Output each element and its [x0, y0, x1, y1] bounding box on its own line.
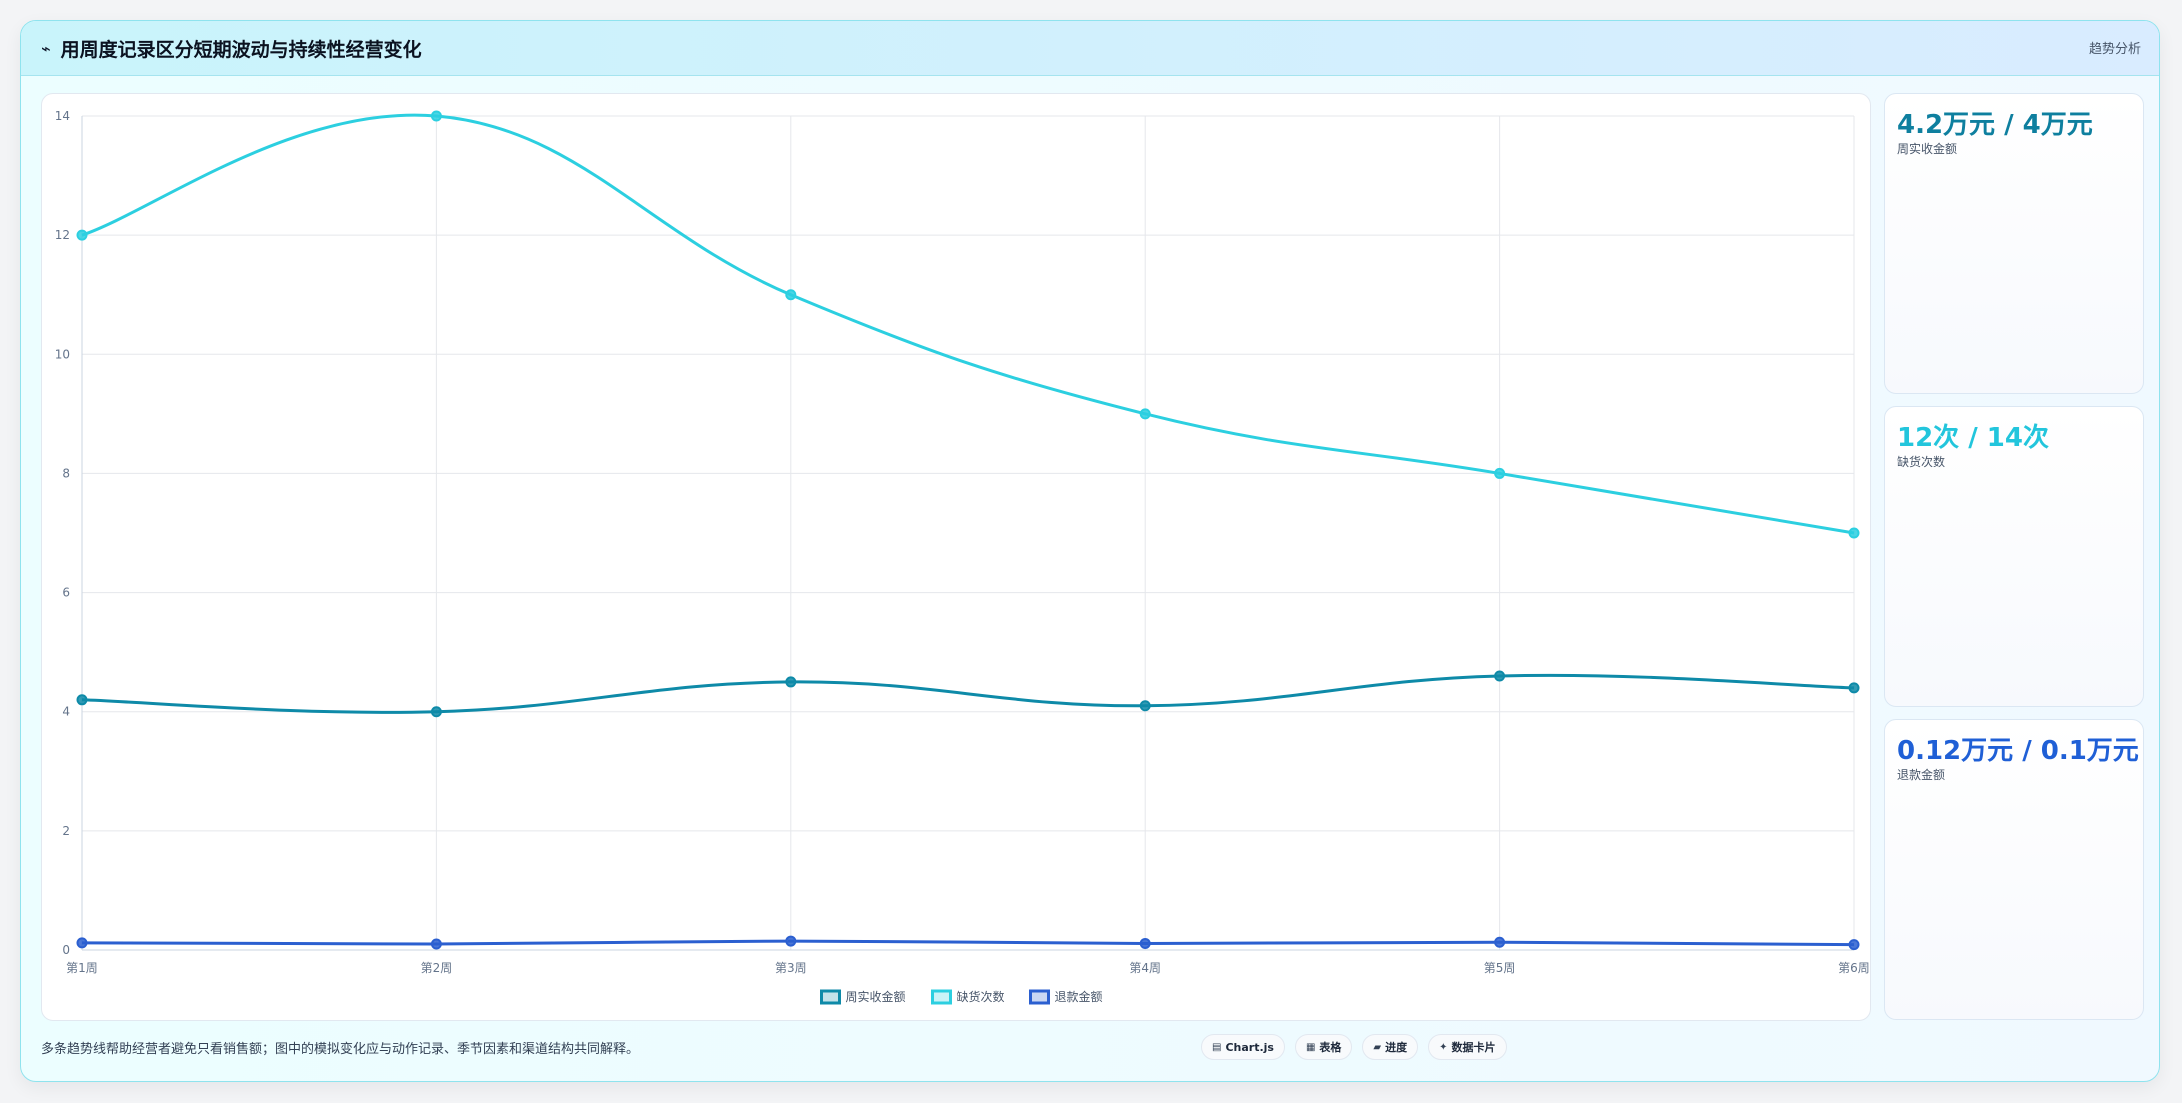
legend-swatch: [820, 989, 841, 1005]
data-point-ring: [1848, 682, 1860, 694]
y-tick-label: 8: [62, 466, 70, 480]
x-tick-label: 第3周: [775, 961, 807, 975]
kpi-value: 0.12万元 / 0.1万元: [1897, 736, 2139, 766]
card-header: ⌁ 用周度记录区分短期波动与持续性经营变化 趋势分析: [21, 21, 2159, 76]
trend-line-icon: ⌁: [41, 38, 51, 58]
pill-label: 数据卡片: [1451, 1041, 1496, 1054]
y-tick-label: 10: [55, 347, 70, 361]
legend-swatch: [931, 989, 952, 1005]
legend-swatch: [1029, 989, 1050, 1005]
chart-panel: 0 2 4 6 8 10 12 14 第1周 第2周 第3周 第4周 第5周 第6周周实收金额 缺货次数 退款…: [41, 93, 1871, 1021]
legend-label: 周实收金额: [846, 989, 906, 1004]
pill-progress[interactable]: ▰ 进度: [1362, 1034, 1419, 1060]
data-point-ring: [430, 706, 442, 718]
legend-label: 缺货次数: [957, 989, 1005, 1004]
data-point-ring: [1848, 939, 1860, 951]
series-line-0: [81, 673, 1855, 714]
progress-icon: ▰: [1373, 1041, 1382, 1053]
footer-note: 多条趋势线帮助经营者避免只看销售额；图中的模拟变化应与动作记录、季节因素和渠道结…: [41, 1042, 640, 1057]
y-tick-label: 6: [62, 586, 70, 600]
pill-label: 表格: [1319, 1041, 1342, 1054]
chart-icon: ▤: [1212, 1041, 1222, 1053]
kpi-card-revenue: 4.2万元 / 4万元 周实收金额: [1884, 93, 2144, 394]
data-point-ring: [430, 938, 442, 950]
data-point-ring: [1848, 527, 1860, 539]
data-point-ring: [785, 935, 797, 947]
y-tick-label: 0: [62, 943, 70, 957]
x-tick-label: 第4周: [1129, 961, 1161, 975]
x-tick-label: 第5周: [1484, 961, 1516, 975]
trend-card: ⌁ 用周度记录区分短期波动与持续性经营变化 趋势分析 0 2 4 6 8 10 12 14 第1…: [20, 20, 2160, 1082]
x-tick-label: 第2周: [421, 961, 453, 975]
data-point-ring: [1494, 936, 1506, 948]
table-icon: ▦: [1305, 1041, 1316, 1053]
data-point-ring: [1139, 408, 1151, 420]
y-tick-label: 12: [55, 228, 70, 242]
y-tick-label: 14: [55, 109, 70, 123]
data-point-ring: [430, 110, 442, 122]
pill-row: ▤ Chart.js ▦ 表格 ▰ 进度 ✦ 数据卡片: [1201, 1034, 1507, 1060]
pill-data-cards[interactable]: ✦ 数据卡片: [1428, 1034, 1507, 1060]
data-point-ring: [1494, 467, 1506, 479]
kpi-card-refund: 0.12万元 / 0.1万元 退款金额: [1884, 719, 2144, 1020]
data-point-ring: [76, 694, 88, 706]
kpi-value: 4.2万元 / 4万元: [1897, 110, 2093, 140]
series-line-2: [81, 939, 1855, 947]
x-tick-label: 第6周: [1838, 961, 1870, 975]
data-point-ring: [785, 289, 797, 301]
data-point-ring: [785, 676, 797, 688]
data-point-ring: [1139, 700, 1151, 712]
page-title: 用周度记录区分短期波动与持续性经营变化: [60, 38, 422, 61]
legend-label: 退款金额: [1055, 989, 1103, 1004]
card-title: ⌁ 用周度记录区分短期波动与持续性经营变化: [41, 35, 422, 61]
data-point-ring: [76, 229, 88, 241]
x-tick-label: 第1周: [66, 961, 98, 975]
data-point-ring: [1494, 670, 1506, 682]
pill-table[interactable]: ▦ 表格: [1294, 1034, 1353, 1060]
pill-label: Chart.js: [1225, 1040, 1274, 1054]
series-line-1: [81, 113, 1855, 535]
kpi-value: 12次 / 14次: [1897, 423, 2049, 453]
data-point-ring: [1139, 937, 1151, 949]
kpi-card-stockout: 12次 / 14次 缺货次数: [1884, 406, 2144, 707]
sparkle-icon: ✦: [1439, 1041, 1448, 1053]
data-point-ring: [76, 937, 88, 949]
pill-label: 进度: [1385, 1041, 1408, 1054]
y-tick-label: 4: [62, 705, 70, 719]
kpi-label: 周实收金额: [1897, 142, 1958, 156]
pill-chartjs[interactable]: ▤ Chart.js: [1201, 1034, 1285, 1060]
kpi-label: 退款金额: [1897, 768, 1946, 782]
header-tag: 趋势分析: [2088, 42, 2141, 57]
kpi-label: 缺货次数: [1897, 455, 1946, 469]
y-tick-label: 2: [62, 824, 70, 838]
